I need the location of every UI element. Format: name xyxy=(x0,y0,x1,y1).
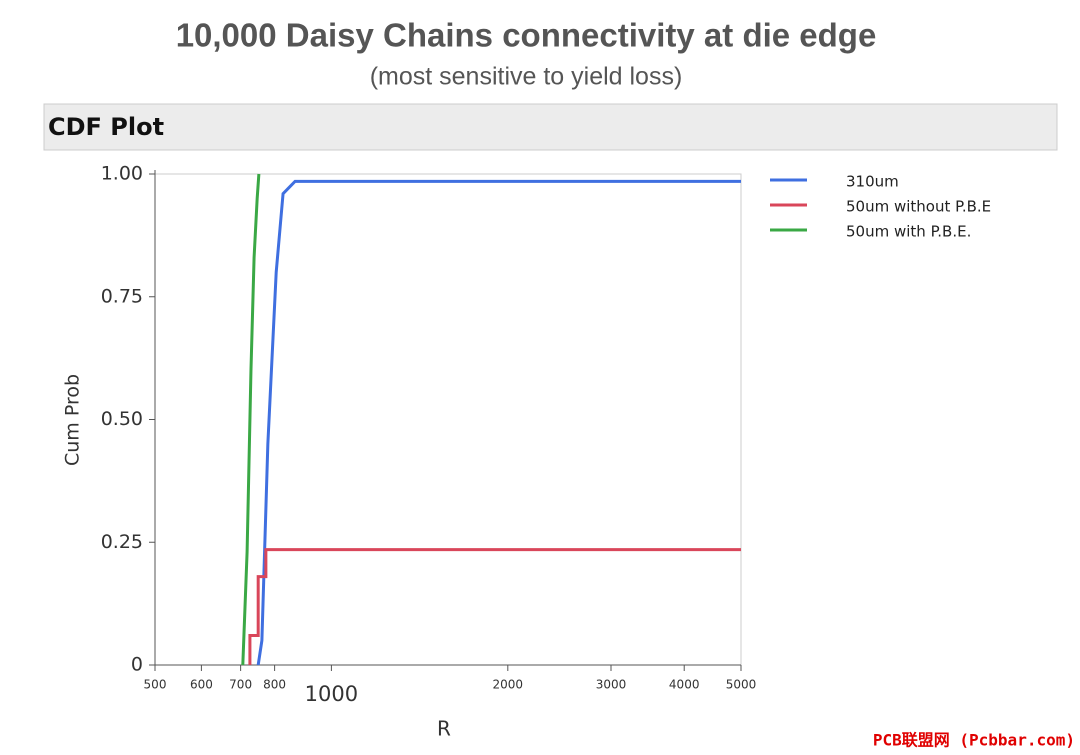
legend-label: 50um without P.B.E xyxy=(846,198,991,216)
x-tick-label: 500 xyxy=(144,678,167,692)
panel xyxy=(30,100,1065,755)
x-tick-label: 2000 xyxy=(493,678,524,692)
x-tick-label: 700 xyxy=(229,678,252,692)
y-axis-label: Cum Prob xyxy=(62,374,84,466)
x-tick-label: 1000 xyxy=(305,682,358,706)
panel-header xyxy=(43,103,1058,151)
series-line xyxy=(248,548,741,665)
y-tick-label: 0.50 xyxy=(101,408,143,430)
legend-label: 50um with P.B.E. xyxy=(846,223,971,241)
legend-label: 310um xyxy=(846,173,899,191)
y-tick-label: 0.25 xyxy=(101,531,143,553)
chart-title: 10,000 Daisy Chains connectivity at die … xyxy=(176,17,877,54)
x-tick-label: 4000 xyxy=(669,678,700,692)
y-tick-label: 0 xyxy=(131,654,143,676)
x-axis-label: R xyxy=(437,717,451,741)
x-tick-label: 3000 xyxy=(596,678,627,692)
y-tick-label: 0.75 xyxy=(101,285,143,307)
panel-title: CDF Plot xyxy=(48,113,164,141)
chart-subtitle: (most sensitive to yield loss) xyxy=(370,63,683,91)
watermark: PCB联盟网 (Pcbbar.com) xyxy=(873,731,1075,750)
y-tick-label: 1.00 xyxy=(101,163,143,185)
x-tick-label: 5000 xyxy=(726,678,757,692)
series-line xyxy=(241,173,261,666)
x-tick-label: 800 xyxy=(263,678,286,692)
series-line xyxy=(256,179,741,666)
x-tick-label: 600 xyxy=(190,678,213,692)
